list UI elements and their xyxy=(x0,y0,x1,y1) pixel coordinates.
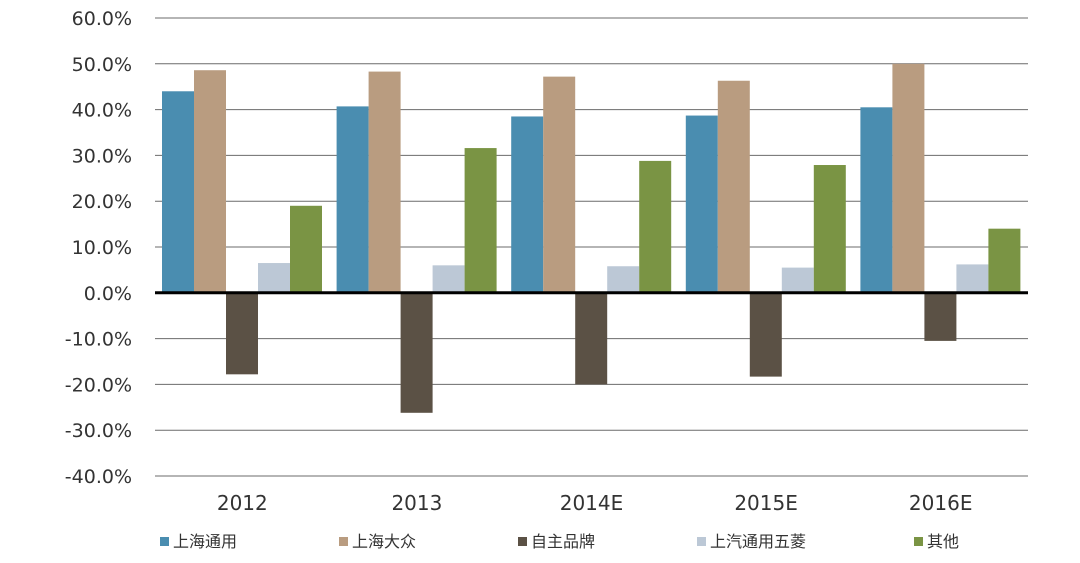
y-tick-label: 60.0% xyxy=(72,8,132,30)
bar-2015E-上海通用 xyxy=(685,115,718,293)
y-tick-label: 40.0% xyxy=(72,100,132,122)
bar-2016E-自主品牌 xyxy=(924,292,957,341)
bar-2014E-上海大众 xyxy=(543,76,576,293)
y-tick-label: 30.0% xyxy=(72,145,132,167)
bar-2016E-上汽通用五菱 xyxy=(956,264,989,293)
legend-label: 上海大众 xyxy=(352,532,416,551)
bar-2014E-上海通用 xyxy=(511,116,544,293)
bar-2013-上汽通用五菱 xyxy=(432,265,465,293)
legend-label: 其他 xyxy=(927,532,959,551)
bar-2016E-其他 xyxy=(988,228,1021,293)
legend-swatch xyxy=(160,537,169,546)
bar-2013-自主品牌 xyxy=(400,292,433,413)
legend: 上海通用 上海大众 自主品牌 上汽通用五菱 其他 xyxy=(160,532,959,551)
y-axis-ticks: 60.0% 50.0% 40.0% 30.0% 20.0% 10.0% 0.0% -10.0%… xyxy=(65,8,132,488)
bar-2016E-上海通用 xyxy=(860,107,893,293)
legend-swatch xyxy=(339,537,348,546)
y-tick-label: -40.0% xyxy=(65,466,132,488)
x-category-label: 2013 xyxy=(391,491,442,515)
y-tick-label: -30.0% xyxy=(65,420,132,442)
bar-2014E-自主品牌 xyxy=(575,292,608,385)
y-tick-label: -10.0% xyxy=(65,329,132,351)
legend-label: 上汽通用五菱 xyxy=(710,532,806,551)
bar-2014E-上汽通用五菱 xyxy=(607,266,640,293)
bar-2013-上海大众 xyxy=(368,71,401,293)
bar-2016E-上海大众 xyxy=(892,63,925,293)
bar-2013-其他 xyxy=(464,148,497,293)
bar-2012-上海通用 xyxy=(162,91,194,293)
y-tick-label: -20.0% xyxy=(65,374,132,396)
legend-label: 上海通用 xyxy=(173,532,237,551)
bar-2012-自主品牌 xyxy=(226,292,258,375)
y-tick-label: 0.0% xyxy=(84,283,132,305)
bar-2014E-其他 xyxy=(639,160,672,293)
x-category-label: 2016E xyxy=(909,491,973,515)
x-category-label: 2012 xyxy=(217,491,268,515)
bar-2015E-其他 xyxy=(813,165,846,293)
x-axis-categories: 2012 2013 2014E 2015E 2016E xyxy=(217,491,973,515)
legend-label: 自主品牌 xyxy=(531,532,595,551)
bar-2012-上汽通用五菱 xyxy=(258,263,290,293)
bar-2015E-自主品牌 xyxy=(749,292,782,377)
bar-2015E-上汽通用五菱 xyxy=(781,267,814,293)
y-tick-label: 10.0% xyxy=(72,237,132,259)
bar-2015E-上海大众 xyxy=(717,80,750,293)
bars xyxy=(162,63,1021,413)
x-category-label: 2015E xyxy=(734,491,798,515)
bar-2012-其他 xyxy=(290,205,322,293)
y-tick-label: 20.0% xyxy=(72,191,132,213)
legend-swatch xyxy=(697,537,706,546)
legend-swatch xyxy=(914,537,923,546)
y-tick-label: 50.0% xyxy=(72,54,132,76)
x-category-label: 2014E xyxy=(560,491,624,515)
legend-swatch xyxy=(518,537,527,546)
bar-2013-上海通用 xyxy=(336,106,369,293)
bar-2012-上海大众 xyxy=(194,70,226,293)
